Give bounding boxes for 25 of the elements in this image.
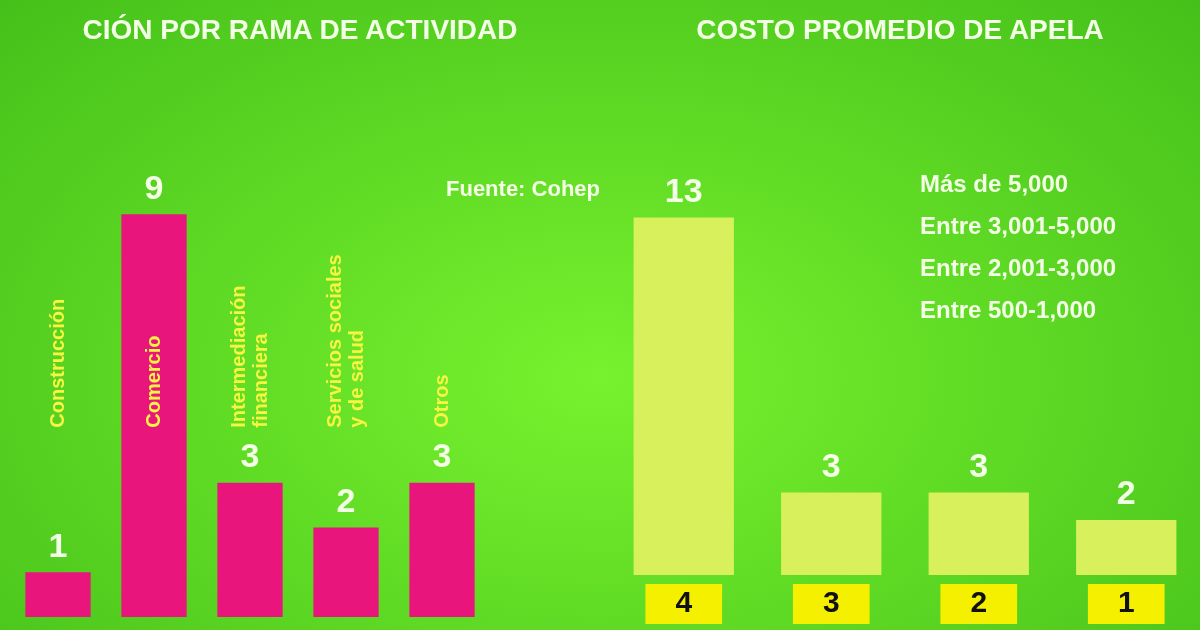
x-tick-label: Comercio — [141, 335, 164, 428]
x-tick-label: Otros — [429, 374, 452, 428]
data-label: 1 — [48, 525, 68, 564]
chart-title: COSTO PROMEDIO DE APELA — [695, 14, 1105, 46]
x-tick-label: 2 — [970, 585, 988, 619]
x-tick-label: Servicios sociales y de salud — [322, 254, 367, 428]
data-label: 3 — [240, 436, 260, 475]
x-tick-label: Intermediación financiera — [226, 285, 271, 428]
data-label: 13 — [664, 170, 703, 209]
data-label: 3 — [821, 445, 841, 484]
data-label: 2 — [336, 480, 356, 519]
data-label: 3 — [432, 436, 452, 475]
data-label: 2 — [1116, 473, 1136, 512]
annotation: Entre 3,001-5,000 — [919, 211, 1118, 241]
data-label: 9 — [144, 167, 164, 206]
x-tick-label: Construcción — [45, 298, 68, 428]
x-tick-label: 4 — [675, 585, 693, 619]
text: Más de 5,000 — [919, 169, 1070, 199]
x-tick-label: 1 — [1117, 585, 1135, 619]
data-label: 3 — [969, 445, 989, 484]
annotation: Entre 2,001-3,000 — [919, 253, 1118, 283]
source-note: Fuente: Cohep — [446, 176, 600, 202]
x-tick-label: 3 — [822, 585, 840, 619]
annotation: Entre 500-1,000 — [919, 295, 1098, 325]
chart-title: CIÓN POR RAMA DE ACTIVIDAD — [81, 14, 519, 46]
